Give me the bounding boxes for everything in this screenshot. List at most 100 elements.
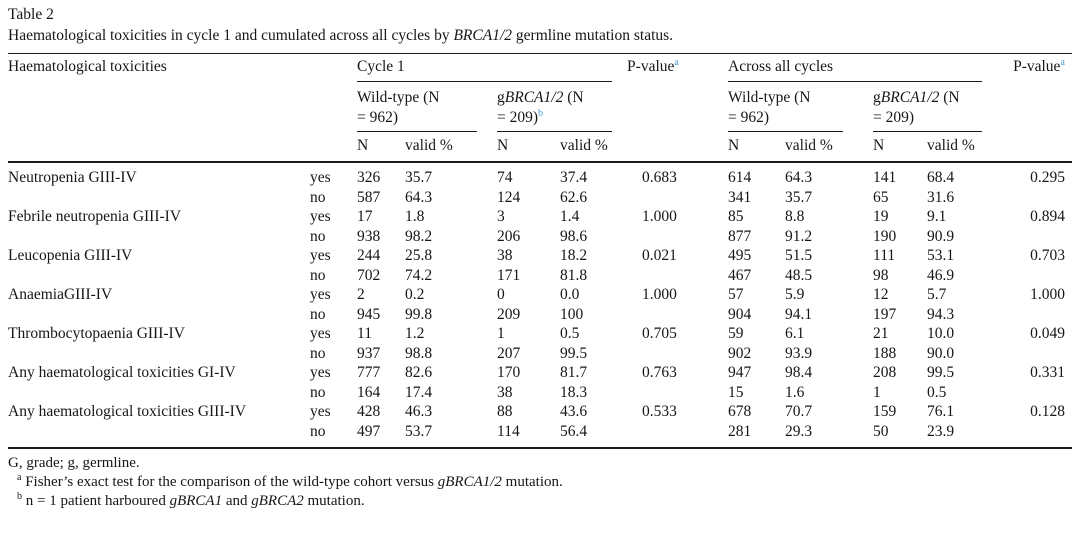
value-cell: 88 (497, 403, 513, 420)
value-cell: 23.9 (927, 422, 955, 440)
value-cell: 53.1 (927, 247, 955, 264)
value-cell: 31.6 (927, 188, 955, 206)
table-row: Any haematological toxicities GIII-IV yes… (8, 402, 1072, 422)
table-header: Haematological toxicities Cycle 1 P-valu… (8, 54, 1073, 162)
group-header-cycle1: Cycle 1 (357, 54, 627, 82)
subheader-n: N (728, 137, 740, 154)
value-cell: 171 (497, 266, 521, 284)
value-cell: 38 (497, 247, 513, 264)
p-value-cell: 0.331 (1030, 364, 1065, 381)
value-cell: 17.4 (405, 383, 433, 401)
value-cell: 10.0 (927, 325, 955, 342)
p-value-cell (627, 344, 728, 364)
value-cell: 53.7 (405, 422, 433, 440)
value-cell: 68.4 (927, 169, 955, 186)
value-cell: 15 (728, 383, 744, 401)
footnote-ref-b: b (17, 491, 22, 502)
table-row: Any haematological toxicities GI-IV yes 77… (8, 363, 1072, 383)
table-row: no 497 53.7 114 56.4 281 29.3 50 23.9 (8, 422, 1072, 449)
subheader-n: N (497, 137, 509, 154)
text-segment: gBRCA2 (251, 493, 304, 509)
value-cell: 111 (873, 247, 896, 264)
value-cell: 57 (728, 286, 744, 303)
value-cell: 702 (357, 266, 381, 284)
text-segment: Wild-type (N (728, 89, 811, 106)
value-cell: 21 (873, 325, 889, 342)
value-cell: 25.8 (405, 247, 433, 264)
p-value-cell (627, 305, 728, 325)
value-cell: 777 (357, 364, 381, 381)
table-row: Neutropenia GIII-IV yes 326 35.7 74 37.4 0.683… (8, 162, 1072, 188)
value-cell: 37.4 (560, 169, 588, 186)
value-cell: 197 (873, 305, 897, 323)
value-cell: 1.6 (785, 383, 805, 401)
value-cell: 947 (728, 364, 752, 381)
value-cell: 5.9 (785, 286, 805, 303)
p-value-cell: 0.683 (642, 169, 677, 186)
value-cell: 341 (728, 188, 752, 206)
toxicity-label: Thrombocytopaenia GIII-IV (8, 325, 185, 342)
value-cell: 81.8 (560, 266, 588, 284)
value-cell: 170 (497, 364, 521, 381)
table-row: Thrombocytopaenia GIII-IV yes 11 1.2 1 0.5 0.7… (8, 324, 1072, 344)
text-segment: (N (563, 89, 584, 106)
value-cell: 74.2 (405, 266, 433, 284)
value-cell: 141 (873, 169, 897, 186)
value-cell: 17 (357, 208, 373, 225)
footnote-b: b n = 1 patient harboured gBRCA1 and gBR… (8, 492, 1072, 511)
yes-no-label: yes (310, 169, 331, 186)
table-row: no 164 17.4 38 18.3 15 1.6 1 0.5 (8, 383, 1072, 403)
p-value-cell (1013, 188, 1072, 208)
value-cell: 99.8 (405, 305, 433, 323)
toxicity-table: Haematological toxicities Cycle 1 P-valu… (8, 53, 1073, 449)
value-cell: 497 (357, 422, 381, 440)
value-cell: 209 (497, 305, 521, 323)
p-value-cell: 0.021 (642, 247, 677, 264)
value-cell: 18.2 (560, 247, 588, 264)
p-value-cell (627, 188, 728, 208)
value-cell: 1 (873, 383, 881, 401)
text-segment: g (497, 89, 505, 106)
value-cell: 98.6 (560, 227, 588, 245)
value-cell: 46.3 (405, 403, 433, 420)
value-cell: 35.7 (405, 169, 433, 186)
value-cell: 0.2 (405, 286, 425, 303)
footnote-ref-a: a (17, 472, 22, 483)
value-cell: 29.3 (785, 422, 813, 440)
yes-no-label: yes (310, 208, 331, 225)
p-value-cell (1013, 383, 1072, 403)
value-cell: 99.5 (927, 364, 955, 381)
value-cell: 207 (497, 344, 521, 362)
value-cell: 164 (357, 383, 381, 401)
footnote-ref-b[interactable]: b (538, 107, 544, 119)
value-cell: 82.6 (405, 364, 433, 381)
paper-table-panel: Table 2 Haematological toxicities in cyc… (8, 6, 1073, 511)
p-value-cell: 1.000 (642, 208, 677, 225)
value-cell: 50 (873, 422, 889, 440)
cohort-header-cycle1-gbrca-label: gBRCA1/2 (N = 209)b (497, 88, 613, 132)
value-cell: 91.2 (785, 227, 813, 245)
value-cell: 11 (357, 325, 372, 342)
footnote-ref-a[interactable]: a (1060, 56, 1065, 68)
table-row: AnaemiaGIII-IV yes 2 0.2 0 0.0 1.000 57 5.9 12 5.7… (8, 285, 1072, 305)
p-value-cell (627, 266, 728, 286)
yes-no-label: no (310, 383, 326, 401)
text-segment: mutation. (303, 493, 365, 509)
value-cell: 326 (357, 169, 381, 186)
value-cell: 904 (728, 305, 752, 323)
subheader-valid-pct: valid % (560, 137, 608, 154)
value-cell: 938 (357, 227, 381, 245)
value-cell: 85 (728, 208, 744, 225)
toxicity-label: Febrile neutropenia GIII-IV (8, 208, 182, 225)
value-cell: 159 (873, 403, 897, 420)
text-segment: = 962) (357, 109, 399, 126)
subheader-valid-pct: valid % (405, 137, 453, 154)
value-cell: 64.3 (785, 169, 813, 186)
footnote-ref-a[interactable]: a (674, 56, 679, 68)
text-segment: Wild-type (N (357, 89, 440, 106)
p-value-cell: 0.763 (642, 364, 677, 381)
p-value-cell (627, 383, 728, 403)
value-cell: 99.5 (560, 344, 588, 362)
yes-no-label: no (310, 422, 326, 440)
value-cell: 6.1 (785, 325, 805, 342)
